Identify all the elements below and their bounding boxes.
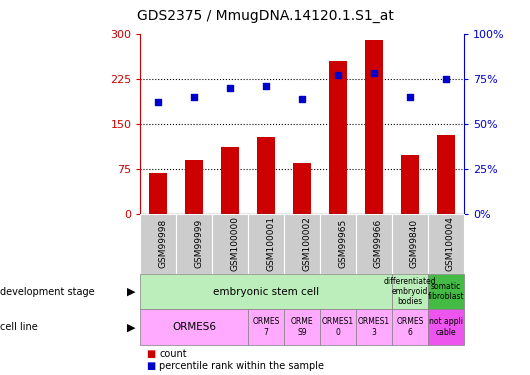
Text: GDS2375 / MmugDNA.14120.1.S1_at: GDS2375 / MmugDNA.14120.1.S1_at — [137, 9, 393, 23]
Text: ORMES1
3: ORMES1 3 — [358, 318, 390, 337]
Text: GSM100000: GSM100000 — [230, 216, 239, 271]
Bar — [222, 147, 239, 214]
Point — [334, 72, 342, 78]
Bar — [365, 40, 383, 214]
Text: GSM99998: GSM99998 — [158, 219, 167, 268]
Text: ORMES1
0: ORMES1 0 — [322, 318, 354, 337]
Text: GSM100001: GSM100001 — [266, 216, 275, 271]
Point — [154, 99, 163, 105]
Bar — [401, 155, 419, 214]
Text: ORMES
6: ORMES 6 — [396, 318, 423, 337]
Bar — [293, 163, 311, 214]
Point — [190, 94, 199, 100]
Point — [226, 85, 234, 91]
Bar — [437, 135, 455, 214]
Text: GSM100002: GSM100002 — [302, 216, 311, 271]
Point — [441, 76, 450, 82]
Point — [405, 94, 414, 100]
Text: ■: ■ — [146, 349, 155, 359]
Text: ▶: ▶ — [127, 322, 135, 332]
Text: development stage: development stage — [0, 286, 95, 297]
Text: GSM99999: GSM99999 — [195, 219, 204, 268]
Text: ORME
S9: ORME S9 — [291, 318, 313, 337]
Text: ORMES
7: ORMES 7 — [252, 318, 280, 337]
Bar — [329, 61, 347, 214]
Text: ▶: ▶ — [127, 286, 135, 297]
Text: embryonic stem cell: embryonic stem cell — [213, 286, 319, 297]
Text: GSM99965: GSM99965 — [338, 219, 347, 268]
Text: differentiated
embryoid
bodies: differentiated embryoid bodies — [384, 277, 436, 306]
Text: GSM100004: GSM100004 — [446, 216, 455, 271]
Text: ■: ■ — [146, 361, 155, 371]
Bar — [186, 160, 204, 214]
Text: GSM99966: GSM99966 — [374, 219, 383, 268]
Point — [298, 96, 306, 102]
Point — [370, 70, 378, 76]
Text: count: count — [159, 349, 187, 359]
Bar — [149, 173, 167, 214]
Text: not appli
cable: not appli cable — [429, 318, 463, 337]
Text: GSM99840: GSM99840 — [410, 219, 419, 268]
Text: percentile rank within the sample: percentile rank within the sample — [159, 361, 324, 371]
Point — [262, 83, 270, 89]
Text: somatic
fibroblast: somatic fibroblast — [428, 282, 464, 301]
Text: ORMES6: ORMES6 — [172, 322, 216, 332]
Bar — [257, 137, 275, 214]
Text: cell line: cell line — [0, 322, 38, 332]
